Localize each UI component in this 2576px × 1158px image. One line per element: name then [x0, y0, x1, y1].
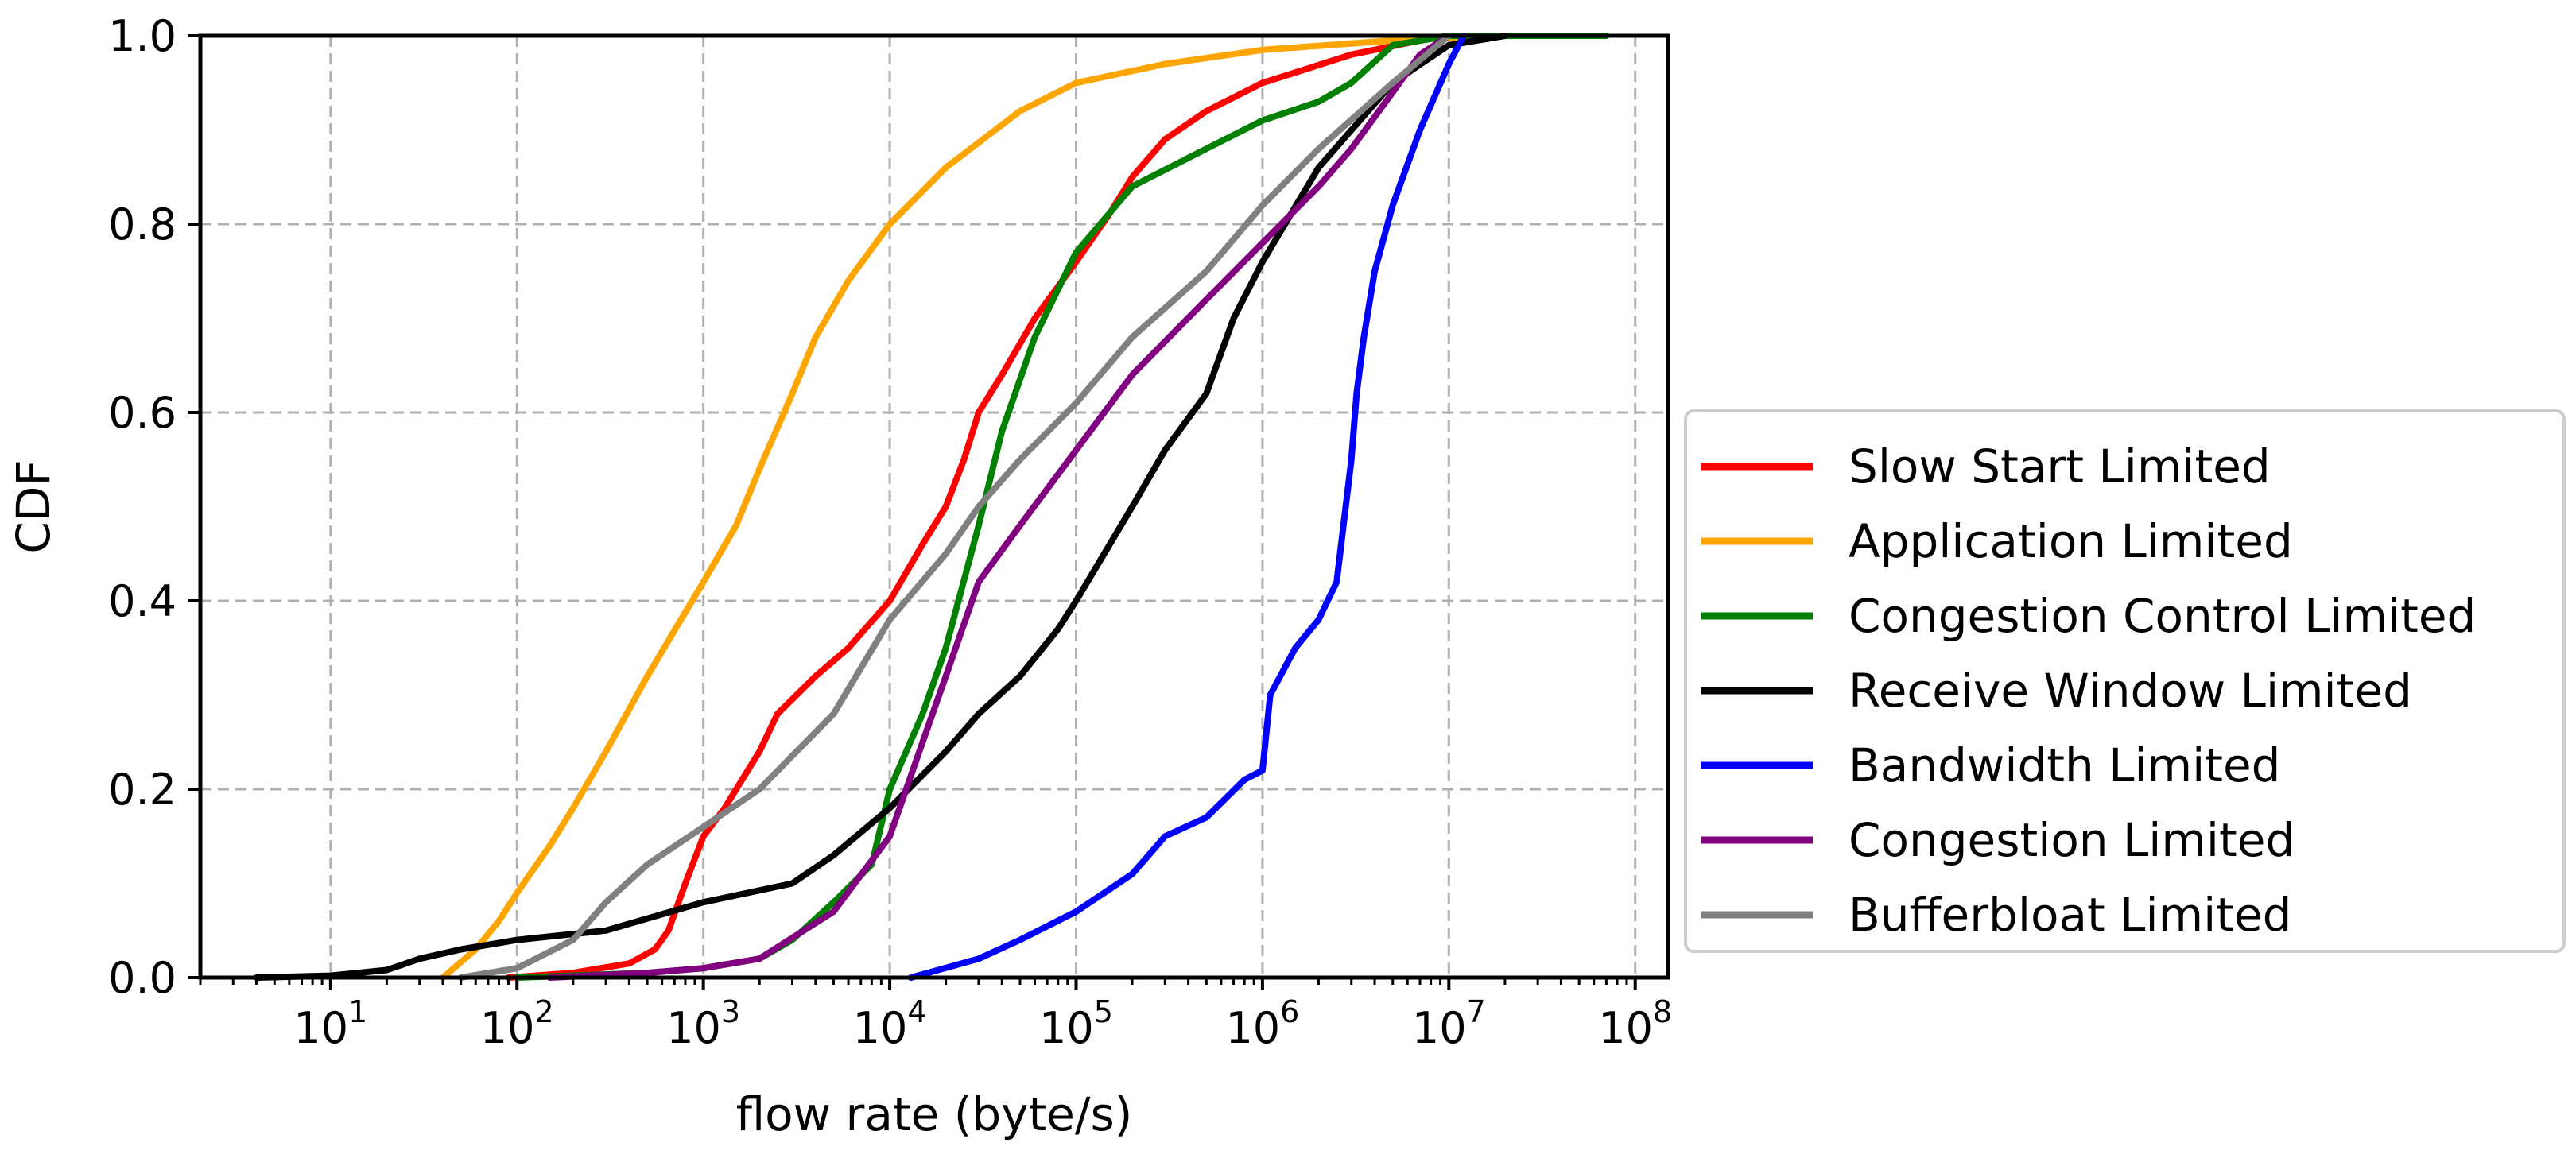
x-tick-label: 108 [1598, 994, 1672, 1053]
series-line-application-limited [440, 33, 1508, 981]
legend: Slow Start Limited Application Limited Con… [1684, 409, 2566, 953]
x-tick-base: 10 [1225, 1003, 1280, 1053]
x-tick-exponent: 6 [1280, 994, 1299, 1029]
legend-label-receive-window-limited: Receive Window Limited [1849, 664, 2412, 718]
x-tick-exponent: 1 [348, 994, 367, 1029]
x-tick-exponent: 8 [1653, 994, 1672, 1029]
plot-frame [198, 33, 1670, 980]
series-line-bufferbloat-limited [457, 33, 1453, 981]
series-lines [253, 33, 1610, 981]
x-tick-label: 102 [480, 994, 554, 1053]
x-tick-label: 107 [1412, 994, 1486, 1053]
x-tick-base: 10 [1598, 1003, 1653, 1053]
series-line-congestion-control-limited [514, 33, 1610, 981]
x-tick-label: 104 [853, 994, 927, 1053]
y-tick-label: 0.2 [108, 765, 177, 815]
x-tick-label: 103 [666, 994, 740, 1053]
y-tick-label: 0.0 [108, 953, 177, 1003]
axis-ticks [188, 34, 1637, 990]
x-tick-base: 10 [293, 1003, 348, 1053]
legend-box [1684, 409, 2566, 953]
legend-label-bandwidth-limited: Bandwidth Limited [1849, 738, 2281, 792]
legend-label-congestion-limited: Congestion Limited [1849, 813, 2295, 867]
legend-label-application-limited: Application Limited [1849, 514, 2293, 568]
tick-labels: 101 102 103 104 105 106 107 1080.00.20.40.60.81… [108, 11, 1672, 1053]
x-axis-title: flow rate (byte/s) [736, 1087, 1133, 1141]
series-line-congestion-limited [546, 33, 1453, 981]
series-line-bandwidth-limited [907, 33, 1467, 981]
x-tick-exponent: 2 [535, 994, 554, 1029]
x-tick-label: 106 [1225, 994, 1299, 1053]
x-tick-base: 10 [1039, 1003, 1094, 1053]
y-tick-label: 1.0 [108, 11, 177, 61]
x-tick-exponent: 7 [1467, 994, 1486, 1029]
x-tick-base: 10 [1412, 1003, 1467, 1053]
x-tick-label: 101 [293, 994, 367, 1053]
x-tick-exponent: 4 [907, 994, 926, 1029]
legend-label-congestion-control-limited: Congestion Control Limited [1849, 589, 2476, 643]
x-tick-base: 10 [853, 1003, 908, 1053]
y-tick-label: 0.6 [108, 388, 177, 438]
x-tick-base: 10 [666, 1003, 721, 1053]
legend-label-bufferbloat-limited: Bufferbloat Limited [1849, 888, 2291, 942]
x-tick-label: 105 [1039, 994, 1113, 1053]
x-tick-exponent: 3 [721, 994, 740, 1029]
y-tick-label: 0.8 [108, 199, 177, 250]
x-tick-exponent: 5 [1094, 994, 1113, 1029]
legend-label-slow-start-limited: Slow Start Limited [1849, 440, 2271, 494]
y-tick-label: 0.4 [108, 576, 177, 626]
series-line-receive-window-limited [253, 33, 1508, 981]
x-tick-base: 10 [480, 1003, 535, 1053]
y-axis-title: CDF [6, 459, 60, 554]
